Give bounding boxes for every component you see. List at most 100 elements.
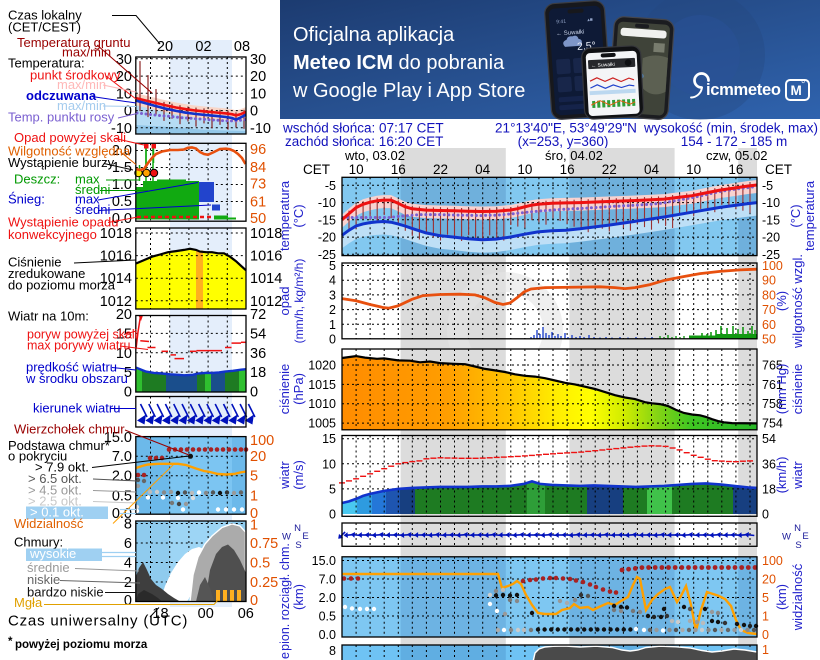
- svg-text:10: 10: [686, 162, 701, 177]
- svg-text:10: 10: [349, 162, 364, 177]
- svg-text:80: 80: [762, 288, 776, 302]
- svg-text:1010: 1010: [308, 397, 336, 411]
- svg-text:16: 16: [391, 162, 406, 177]
- svg-text:max/min: max/min: [57, 77, 106, 92]
- svg-text:max/min: max/min: [57, 98, 106, 113]
- svg-text:96: 96: [250, 142, 266, 158]
- svg-text:5: 5: [250, 469, 258, 485]
- svg-text:20: 20: [762, 573, 776, 587]
- svg-text:wiatr: wiatr: [790, 461, 805, 490]
- svg-text:20: 20: [116, 69, 132, 85]
- svg-text:1012: 1012: [250, 294, 282, 310]
- svg-text:opad: opad: [277, 287, 292, 316]
- svg-text:Czas uniwersalny (UTC): Czas uniwersalny (UTC): [8, 613, 188, 630]
- svg-text:Wystąpienie opadu: Wystąpienie opadu: [8, 215, 118, 230]
- svg-text:(km): (km): [774, 584, 789, 610]
- svg-text:0: 0: [250, 593, 258, 609]
- svg-text:5: 5: [329, 482, 336, 496]
- svg-text:15: 15: [322, 432, 336, 446]
- svg-text:max: max: [75, 192, 100, 207]
- svg-text:758: 758: [762, 397, 783, 411]
- svg-text:6: 6: [124, 536, 132, 552]
- svg-text:0: 0: [250, 385, 258, 401]
- svg-text:100: 100: [762, 259, 783, 273]
- svg-text:wysokie: wysokie: [29, 546, 76, 561]
- svg-text:Wiatr na 10m:: Wiatr na 10m:: [8, 309, 89, 324]
- svg-text:(°C): (°C): [291, 204, 306, 227]
- svg-text:konwekcyjnego: konwekcyjnego: [8, 227, 97, 242]
- svg-text:0: 0: [329, 508, 336, 522]
- svg-text:00: 00: [198, 606, 214, 622]
- svg-text:(°C): (°C): [788, 204, 803, 227]
- svg-text:0: 0: [250, 104, 258, 120]
- svg-text:3: 3: [329, 288, 336, 302]
- svg-text:(mm Hg): (mm Hg): [774, 364, 789, 415]
- svg-text:wilgotność wzgl.: wilgotność wzgl.: [790, 254, 805, 349]
- svg-text:50: 50: [250, 211, 266, 227]
- svg-text:0.0: 0.0: [319, 628, 336, 642]
- svg-text:16: 16: [728, 162, 743, 177]
- svg-text:max porywy wiatru: max porywy wiatru: [27, 339, 131, 353]
- svg-text:> 0.1 okt.: > 0.1 okt.: [30, 505, 84, 520]
- svg-text:Ciśnienie: Ciśnienie: [8, 255, 61, 270]
- svg-text:20: 20: [157, 39, 173, 55]
- svg-text:54: 54: [762, 432, 776, 446]
- svg-text:50: 50: [762, 333, 776, 347]
- svg-text:0: 0: [124, 104, 132, 120]
- svg-text:15.0: 15.0: [312, 554, 336, 568]
- svg-text:N: N: [794, 523, 801, 534]
- svg-text:1018: 1018: [250, 226, 282, 242]
- svg-text:2.0: 2.0: [112, 143, 132, 159]
- svg-text:7.0: 7.0: [112, 449, 132, 465]
- svg-text:zredukowane: zredukowane: [8, 266, 85, 281]
- svg-text:2: 2: [329, 303, 336, 317]
- svg-text:średni: średni: [75, 202, 111, 217]
- svg-text:20: 20: [250, 449, 266, 465]
- svg-text:8: 8: [124, 517, 132, 533]
- svg-text:odczuwana: odczuwana: [26, 88, 97, 103]
- svg-text:0: 0: [762, 628, 769, 642]
- svg-text:1014: 1014: [250, 271, 282, 287]
- svg-text:-5: -5: [325, 179, 336, 193]
- svg-text:761: 761: [762, 378, 783, 392]
- svg-text:Podstawa chmur*: Podstawa chmur*: [8, 438, 110, 453]
- svg-text:1: 1: [762, 610, 769, 624]
- svg-text:czw, 05.02: czw, 05.02: [706, 148, 767, 163]
- svg-text:-10: -10: [318, 196, 336, 210]
- svg-text:1: 1: [250, 489, 258, 505]
- svg-text:72: 72: [250, 307, 266, 323]
- svg-text:poryw powyżej skali: poryw powyżej skali: [27, 328, 137, 342]
- svg-text:1015: 1015: [308, 378, 336, 392]
- svg-text:61: 61: [250, 195, 266, 211]
- svg-text:1018: 1018: [100, 226, 132, 242]
- svg-text:w środku obszaru: w środku obszaru: [25, 371, 128, 386]
- svg-text:84: 84: [250, 160, 266, 176]
- svg-text:bardzo niskie: bardzo niskie: [27, 585, 104, 600]
- svg-text:22: 22: [602, 162, 617, 177]
- svg-text:ciśnienie: ciśnienie: [277, 364, 292, 415]
- svg-text:(hPa): (hPa): [291, 373, 306, 405]
- svg-text:max: max: [75, 172, 100, 187]
- svg-text:54: 54: [250, 326, 266, 342]
- svg-text:średni: średni: [75, 182, 111, 197]
- svg-text:Oficjalna aplikacja: Oficjalna aplikacja: [293, 24, 455, 46]
- svg-text:Deszcz:: Deszcz:: [14, 172, 60, 187]
- svg-text:powyżej poziomu morza: powyżej poziomu morza: [15, 639, 148, 651]
- svg-text:06: 06: [238, 606, 254, 622]
- svg-text:20: 20: [116, 307, 132, 323]
- svg-text:> 2.5 okt.: > 2.5 okt.: [28, 494, 82, 509]
- svg-text:10: 10: [517, 162, 532, 177]
- svg-text:wto, 03.02: wto, 03.02: [344, 148, 405, 163]
- svg-text:5: 5: [762, 591, 769, 605]
- svg-text:Wilgotność względna: Wilgotność względna: [8, 144, 131, 159]
- svg-text:icmmeteo: icmmeteo: [706, 81, 781, 99]
- svg-text:wysokość (min, środek, max): wysokość (min, środek, max): [643, 121, 818, 136]
- svg-text:02: 02: [195, 39, 211, 55]
- svg-text:-15: -15: [762, 213, 780, 227]
- svg-text:15: 15: [116, 326, 132, 342]
- svg-text:04: 04: [644, 162, 660, 177]
- svg-text:Wystąpienie burzy: Wystąpienie burzy: [8, 155, 115, 170]
- svg-text:-10: -10: [250, 121, 271, 137]
- svg-text:-10: -10: [111, 121, 132, 137]
- svg-text:0: 0: [124, 385, 132, 401]
